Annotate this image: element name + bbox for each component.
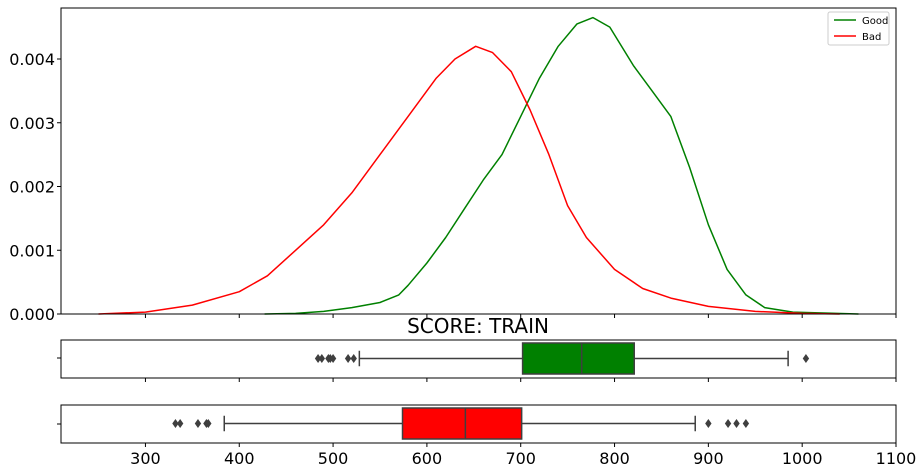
x-tick-label: 900: [693, 449, 724, 468]
box-panel-bad: 300 400 500 600 700 800 900 1000 1100: [57, 404, 916, 468]
box-bad-iqr-box: [401, 407, 523, 440]
box-bad-outlier: [176, 419, 184, 428]
box-bad-content: [172, 407, 750, 440]
box-bad-outlier: [194, 419, 202, 428]
y-tick-label: 0.003: [9, 114, 55, 133]
x-tick-label: 300: [130, 449, 161, 468]
box-bad-outlier: [724, 419, 732, 428]
box-good-outlier: [350, 354, 357, 363]
box-good-outlier: [344, 354, 352, 363]
x-tick-label: 600: [412, 449, 443, 468]
box-good-outlier: [314, 354, 322, 363]
box-bad-x-axis: 300 400 500 600 700 800 900 1000 1100: [130, 443, 916, 468]
box-bad-outlier: [205, 419, 212, 428]
y-tick-label: 0.000: [9, 305, 55, 324]
x-tick-label: 500: [318, 449, 349, 468]
kde-curves: [98, 16, 859, 315]
x-tick-label: 1000: [782, 449, 823, 468]
box-panel-good: [57, 339, 897, 382]
box-good-outlier: [802, 354, 810, 363]
x-tick-label: 800: [599, 449, 630, 468]
legend-bad-label: Bad: [862, 32, 881, 43]
kde-x-ticks: [144, 314, 897, 318]
box-good-iqr-box: [521, 342, 635, 375]
box-title: SCORE: TRAIN: [407, 314, 549, 338]
kde-y-axis: 0.000 0.001 0.002 0.003 0.004: [9, 50, 61, 324]
box-bad-outlier: [733, 419, 740, 428]
box-good-outlier: [329, 354, 337, 363]
kde-line-good: [264, 16, 859, 315]
box-good-outlier: [318, 354, 326, 363]
box-good-x-ticks: [144, 378, 897, 382]
box-bad-axes-frame: [60, 404, 897, 444]
box-bad-outlier: [742, 419, 750, 428]
y-tick-label: 0.004: [9, 50, 55, 69]
x-tick-label: 1100: [876, 449, 917, 468]
y-tick-label: 0.002: [9, 178, 55, 197]
kde-line-bad: [98, 45, 840, 315]
box-good-axes-frame: [60, 339, 897, 379]
x-tick-label: 700: [505, 449, 536, 468]
kde-panel: 0.000 0.001 0.002 0.003 0.004 Good Bad: [9, 7, 897, 324]
y-tick-label: 0.001: [9, 241, 55, 260]
x-tick-label: 400: [224, 449, 255, 468]
legend: Good Bad: [827, 11, 890, 46]
kde-axes-frame: [60, 7, 897, 315]
legend-good-label: Good: [862, 16, 888, 27]
box-bad-outlier: [172, 419, 179, 428]
box-good-content: [314, 342, 810, 375]
box-bad-outlier: [705, 419, 712, 428]
